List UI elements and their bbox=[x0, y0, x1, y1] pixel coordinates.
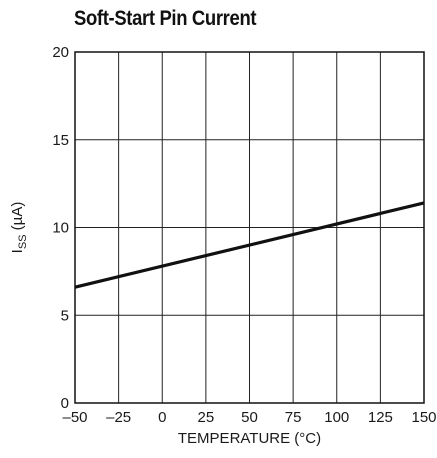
series-line bbox=[74, 201, 425, 289]
x-tick-label: 50 bbox=[241, 409, 258, 426]
y-tick-labels: 0 5 10 15 20 bbox=[52, 44, 69, 412]
x-tick-label: 100 bbox=[324, 409, 349, 426]
x-tick-label: 150 bbox=[411, 409, 436, 426]
x-tick-label: 0 bbox=[158, 409, 166, 426]
chart-title: Soft-Start Pin Current bbox=[74, 7, 257, 30]
y-tick-label: 15 bbox=[52, 132, 69, 149]
grid-lines bbox=[75, 52, 424, 403]
series-layer bbox=[74, 201, 425, 289]
x-tick-label: 75 bbox=[285, 409, 302, 426]
y-axis-label: ISS (µA) bbox=[9, 202, 29, 254]
y-axis-label-unit: (µA) bbox=[9, 202, 26, 235]
y-axis-label-main: I bbox=[9, 249, 26, 253]
x-axis-label: TEMPERATURE (°C) bbox=[178, 430, 321, 447]
x-tick-label: 125 bbox=[368, 409, 393, 426]
x-tick-labels: –50 –25 0 25 50 75 100 125 150 bbox=[62, 409, 436, 426]
y-tick-label: 5 bbox=[61, 307, 69, 324]
y-axis-label-subscript: SS bbox=[17, 234, 29, 249]
y-tick-label: 20 bbox=[52, 44, 69, 61]
x-tick-label: 25 bbox=[198, 409, 215, 426]
y-tick-label: 0 bbox=[61, 395, 69, 412]
x-tick-label: –25 bbox=[106, 409, 131, 426]
x-tick-label: –50 bbox=[62, 409, 87, 426]
y-tick-label: 10 bbox=[52, 220, 69, 237]
plot-frame bbox=[74, 51, 425, 404]
